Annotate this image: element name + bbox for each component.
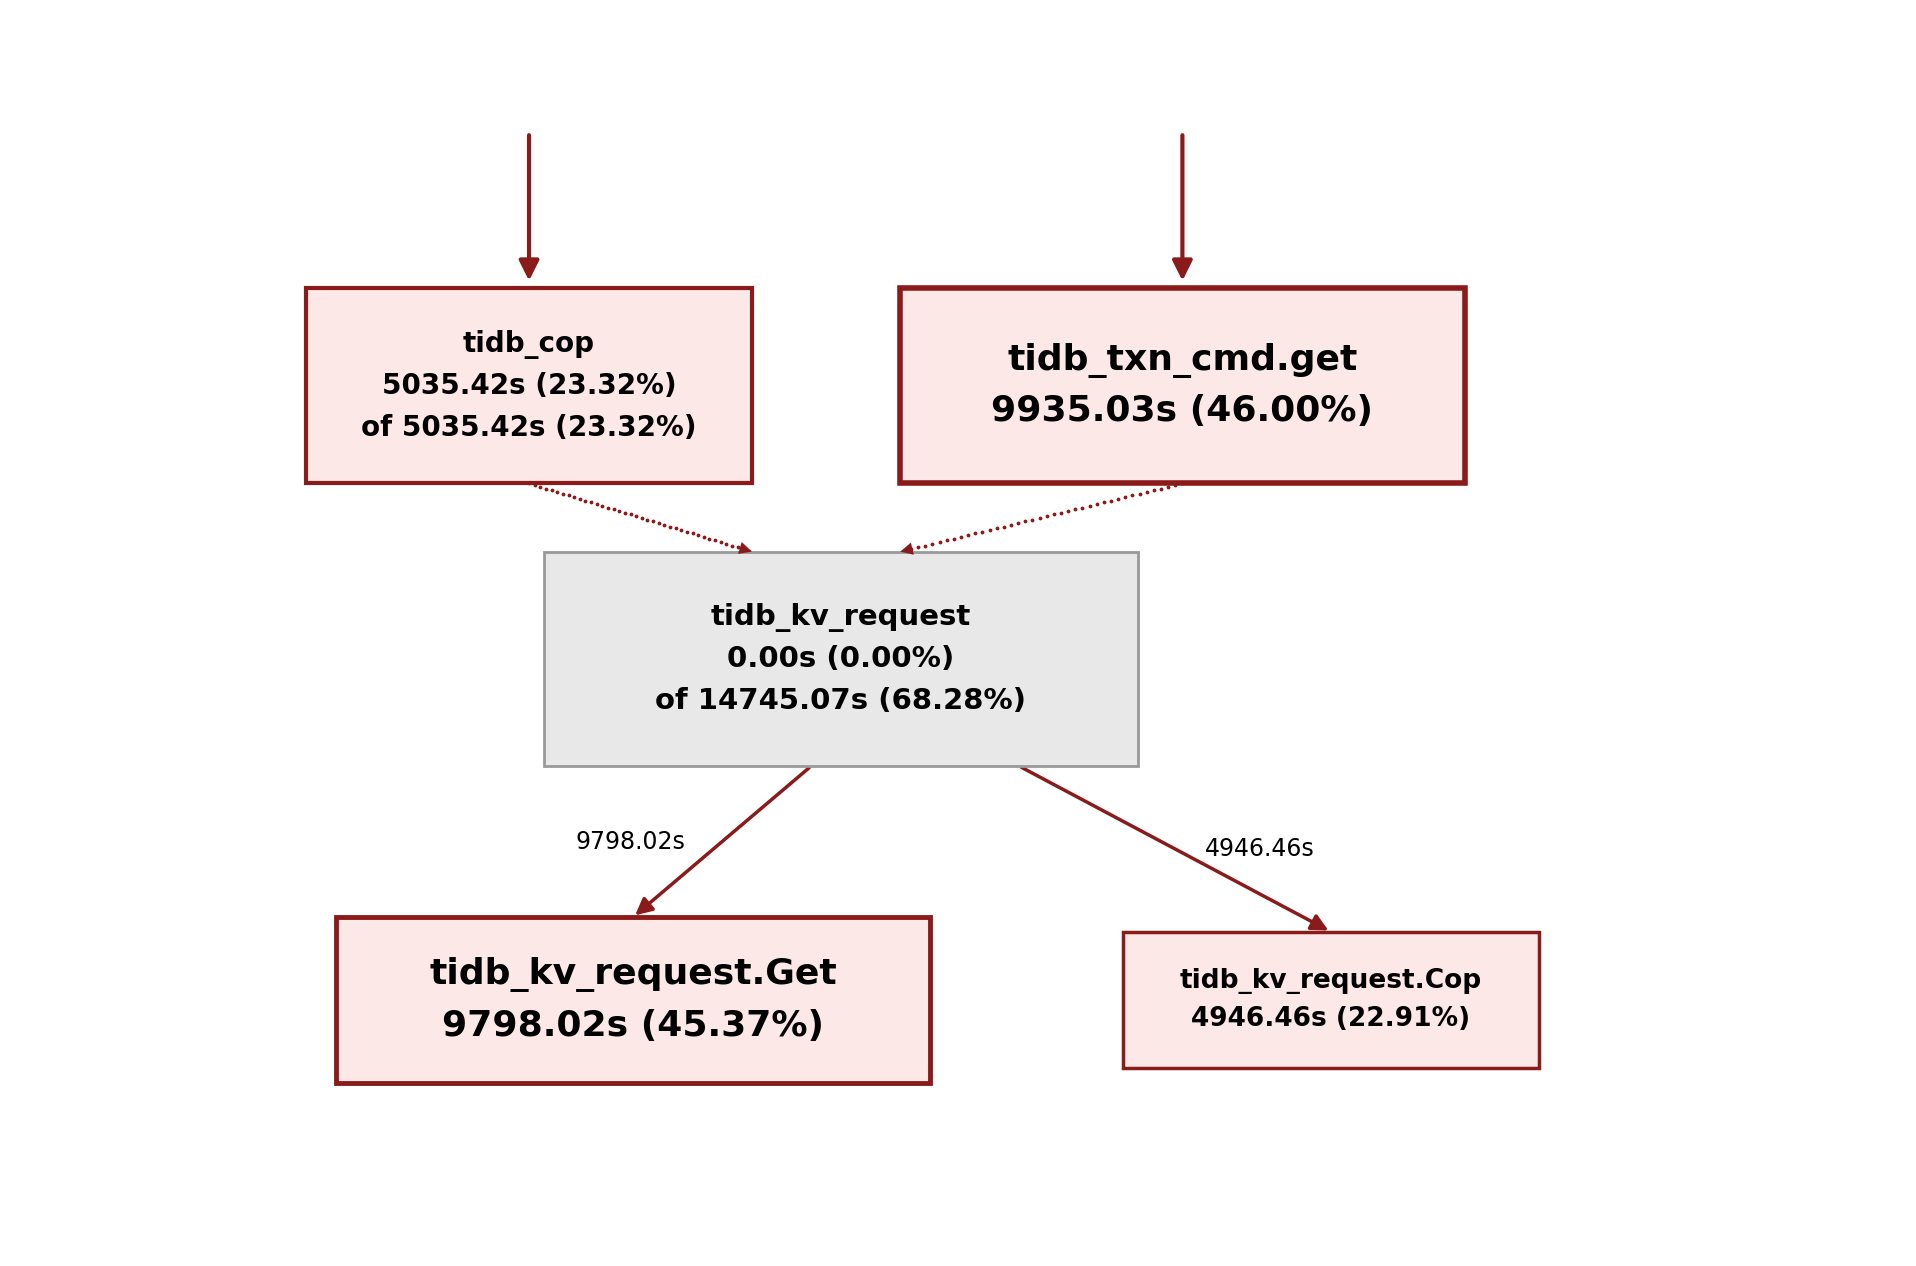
Text: tidb_txn_cmd.get
9935.03s (46.00%): tidb_txn_cmd.get 9935.03s (46.00%) (991, 343, 1374, 428)
Text: tidb_kv_request.Cop
4946.46s (22.91%): tidb_kv_request.Cop 4946.46s (22.91%) (1180, 968, 1481, 1032)
FancyBboxPatch shape (544, 552, 1138, 766)
FancyBboxPatch shape (1123, 932, 1539, 1069)
Text: tidb_kv_request.Get
9798.02s (45.37%): tidb_kv_request.Get 9798.02s (45.37%) (429, 957, 837, 1043)
Text: 4946.46s: 4946.46s (1205, 837, 1314, 861)
Text: 9798.02s: 9798.02s (575, 829, 686, 853)
Text: tidb_cop
5035.42s (23.32%)
of 5035.42s (23.32%): tidb_cop 5035.42s (23.32%) of 5035.42s (… (362, 330, 697, 442)
FancyBboxPatch shape (307, 289, 751, 484)
FancyBboxPatch shape (335, 917, 929, 1082)
Text: tidb_kv_request
0.00s (0.00%)
of 14745.07s (68.28%): tidb_kv_request 0.00s (0.00%) of 14745.0… (655, 603, 1027, 714)
FancyBboxPatch shape (901, 289, 1464, 484)
